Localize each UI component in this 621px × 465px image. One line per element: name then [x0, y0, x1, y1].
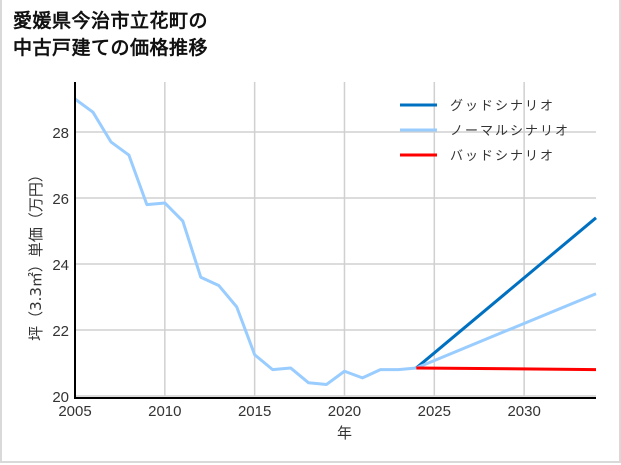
- x-tick-label: 2025: [418, 403, 451, 420]
- chart-title-line1: 愛媛県今治市立花町の: [13, 10, 209, 32]
- chart-title: 愛媛県今治市立花町の 中古戸建ての価格推移: [13, 8, 208, 62]
- legend-label-2: バッドシナリオ: [450, 149, 555, 164]
- y-axis-label: 坪（3.3㎡）単価（万円）: [27, 167, 45, 341]
- x-tick-label: 2005: [58, 403, 91, 420]
- y-tick-label: 26: [52, 191, 69, 208]
- chart-title-line2: 中古戸建ての価格推移: [13, 37, 209, 59]
- legend-label-1: ノーマルシナリオ: [450, 124, 570, 139]
- x-tick-label: 2020: [328, 403, 361, 420]
- y-tick-label: 24: [52, 257, 69, 274]
- y-tick-label: 22: [52, 323, 69, 340]
- x-tick-label: 2015: [238, 403, 271, 420]
- legend-label-0: グッドシナリオ: [450, 99, 555, 114]
- y-tick-label: 28: [52, 125, 69, 142]
- series-line-2: [415, 292, 597, 370]
- series-line-1: [415, 216, 597, 370]
- series-line-0: [74, 97, 417, 386]
- y-tick-label: 20: [52, 389, 69, 406]
- x-axis-label: 年: [337, 424, 352, 442]
- x-tick-label: 2030: [507, 403, 540, 420]
- series-line-3: [416, 366, 597, 372]
- x-tick-label: 2010: [148, 403, 181, 420]
